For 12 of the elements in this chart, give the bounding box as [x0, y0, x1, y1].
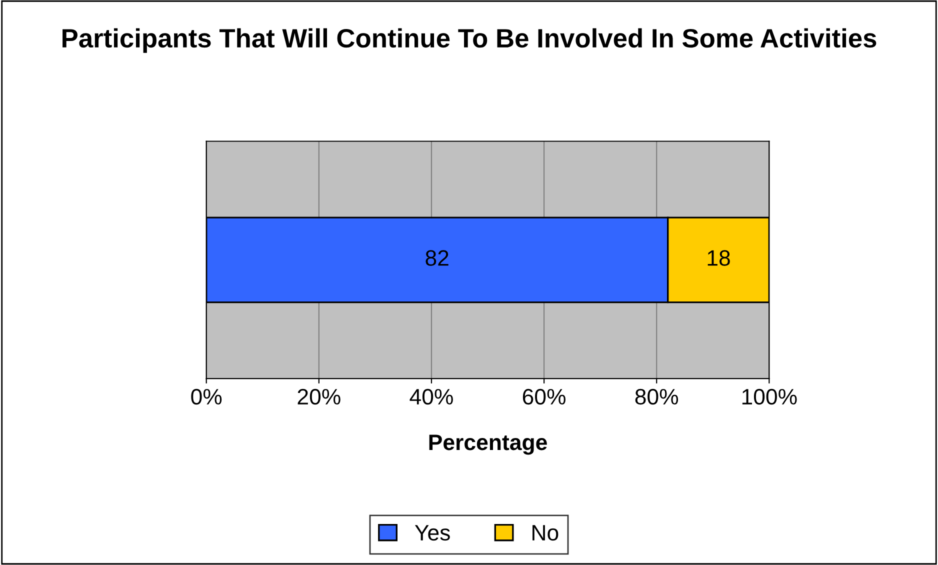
legend-label: Yes — [414, 525, 450, 541]
x-tick-label: 40% — [410, 388, 453, 405]
x-tick-label: 60% — [522, 388, 566, 405]
x-tick-label: 100% — [742, 388, 797, 405]
x-axis-title: Percentage — [429, 434, 547, 455]
x-tick-label: 20% — [298, 388, 340, 405]
chart-title: Participants That Will Continue To Be Involved In Some Activities — [62, 28, 876, 53]
data-label: 18 — [708, 250, 730, 266]
x-tick-label: 0% — [191, 388, 222, 405]
legend-label: No — [532, 525, 558, 541]
x-tick-label: 80% — [635, 388, 678, 405]
data-label: 82 — [426, 250, 448, 266]
